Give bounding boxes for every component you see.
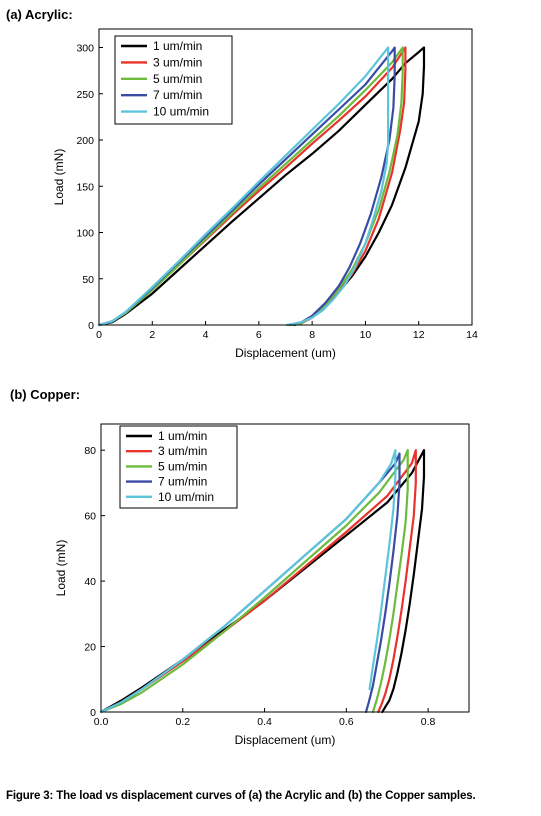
legend-label: 10 um/min: [158, 490, 214, 504]
x-tick-label: 0.0: [94, 716, 109, 728]
x-axis-title: Displacement (um): [235, 346, 336, 360]
figure-caption: Figure 3: The load vs displacement curve…: [6, 790, 476, 802]
x-tick-label: 12: [413, 329, 425, 341]
y-tick-label: 60: [84, 511, 96, 523]
x-tick-label: 0.6: [339, 716, 354, 728]
plot-frame: [98, 28, 473, 326]
series-line: [99, 449, 417, 714]
legend-label: 7 um/min: [153, 88, 202, 102]
x-tick-label: 14: [466, 329, 478, 341]
y-tick-label: 300: [76, 43, 94, 55]
series-line: [99, 449, 426, 714]
legend-label: 5 um/min: [153, 72, 202, 86]
legend-label: 3 um/min: [153, 55, 202, 69]
x-tick-label: 0.2: [175, 716, 190, 728]
x-tick-label: 6: [256, 329, 262, 341]
x-tick-label: 8: [309, 329, 315, 341]
x-tick-label: 0.4: [257, 716, 272, 728]
y-tick-label: 40: [84, 576, 96, 588]
legend-label: 10 um/min: [153, 105, 209, 119]
y-axis-title: Load (mN): [52, 149, 66, 206]
plot-frame: [100, 423, 470, 713]
legend-label: 7 um/min: [158, 475, 207, 489]
y-tick-label: 50: [82, 274, 94, 286]
x-tick-label: 10: [360, 329, 372, 341]
y-tick-label: 20: [84, 642, 96, 654]
y-tick-label: 0: [88, 320, 94, 332]
series-line: [99, 449, 397, 714]
x-axis-title: Displacement (um): [235, 733, 336, 747]
legend-label: 5 um/min: [158, 459, 207, 473]
y-tick-label: 250: [76, 89, 94, 101]
legend-label: 1 um/min: [158, 429, 207, 443]
x-tick-label: 0.8: [421, 716, 436, 728]
series-line: [97, 46, 390, 327]
y-tick-label: 100: [76, 228, 94, 240]
panel-b-label: (b) Copper:: [10, 387, 81, 402]
x-tick-label: 2: [149, 329, 155, 341]
acrylic-chart: 0 2 4 6 8 10 12 14 0 50 100 150 200 250 300 Displacemen…: [52, 28, 478, 360]
series-line: [97, 46, 404, 327]
series-line: [99, 449, 409, 714]
y-tick-label: 150: [76, 181, 94, 193]
y-axis-title: Load (mN): [54, 540, 68, 597]
y-tick-label: 200: [76, 135, 94, 147]
legend-label: 3 um/min: [158, 444, 207, 458]
copper-chart: 0.0 0.2 0.4 0.6 0.8 0 20 40 60 80 Displacement (um…: [54, 423, 470, 747]
x-tick-label: 4: [203, 329, 209, 341]
legend-label: 1 um/min: [153, 39, 202, 53]
panel-a-label: (a) Acrylic:: [6, 7, 73, 22]
x-tick-label: 0: [96, 329, 102, 341]
y-tick-label: 0: [90, 707, 96, 719]
y-tick-label: 80: [84, 445, 96, 457]
